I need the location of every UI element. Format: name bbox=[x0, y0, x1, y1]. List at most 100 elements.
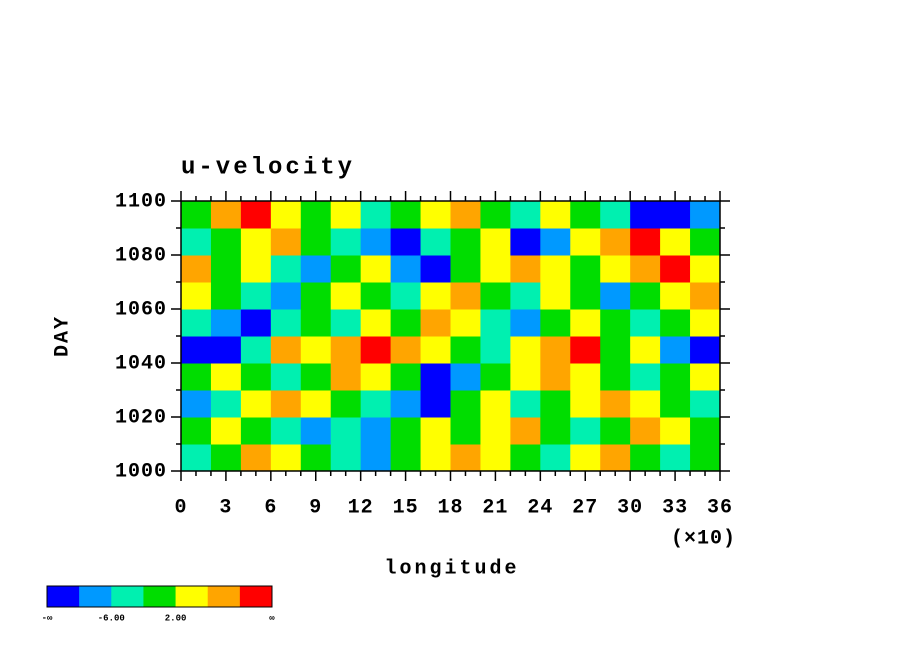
cell bbox=[240, 417, 272, 445]
cell bbox=[630, 336, 661, 364]
cell bbox=[270, 228, 302, 256]
colorbar-swatch bbox=[79, 586, 112, 607]
cell bbox=[570, 336, 601, 364]
cell bbox=[480, 309, 511, 337]
cell bbox=[570, 309, 601, 337]
cell bbox=[630, 363, 661, 391]
cell bbox=[390, 444, 422, 472]
cell bbox=[181, 201, 212, 229]
cell bbox=[270, 444, 302, 472]
cell bbox=[540, 255, 571, 283]
cell bbox=[510, 417, 541, 445]
cell bbox=[570, 228, 601, 256]
cell bbox=[360, 255, 392, 283]
cell bbox=[510, 201, 541, 229]
colorbar-label: -6.00 bbox=[98, 613, 125, 623]
cell bbox=[240, 255, 272, 283]
cell bbox=[450, 309, 481, 337]
cell bbox=[540, 444, 571, 472]
cell bbox=[420, 417, 451, 445]
cell bbox=[240, 363, 272, 391]
x-tick-label: 18 bbox=[437, 496, 463, 519]
cell bbox=[270, 282, 302, 310]
cell bbox=[181, 363, 212, 391]
cell bbox=[600, 201, 631, 229]
cell bbox=[360, 309, 392, 337]
cell bbox=[240, 336, 272, 364]
x-tick-label: 0 bbox=[174, 496, 187, 519]
x-tick-label: 15 bbox=[393, 496, 419, 519]
cell bbox=[690, 417, 721, 445]
cell bbox=[210, 417, 242, 445]
cell bbox=[480, 282, 511, 310]
cell bbox=[420, 282, 451, 310]
cell bbox=[510, 390, 541, 418]
x-axis-label: longitude bbox=[384, 557, 519, 580]
cell bbox=[570, 417, 601, 445]
cell bbox=[600, 309, 631, 337]
cell bbox=[330, 255, 362, 283]
cell bbox=[660, 417, 691, 445]
cell bbox=[480, 336, 511, 364]
colorbar-swatch bbox=[47, 586, 80, 607]
cell bbox=[630, 282, 661, 310]
cell bbox=[360, 228, 392, 256]
cell bbox=[270, 417, 302, 445]
x-tick-label: 30 bbox=[617, 496, 643, 519]
cell bbox=[600, 390, 631, 418]
cell bbox=[390, 255, 422, 283]
cell bbox=[510, 444, 541, 472]
cell bbox=[540, 282, 571, 310]
cell bbox=[480, 444, 511, 472]
cell bbox=[181, 282, 212, 310]
cell bbox=[480, 363, 511, 391]
cell bbox=[420, 201, 451, 229]
cell bbox=[480, 201, 511, 229]
cell bbox=[450, 444, 481, 472]
cell bbox=[270, 201, 302, 229]
x-tick-label: 6 bbox=[264, 496, 277, 519]
cell bbox=[660, 228, 691, 256]
cell bbox=[270, 363, 302, 391]
cell bbox=[300, 390, 332, 418]
cell bbox=[690, 390, 721, 418]
cell bbox=[540, 336, 571, 364]
cell bbox=[240, 444, 272, 472]
cell bbox=[630, 417, 661, 445]
cell bbox=[390, 417, 422, 445]
cell bbox=[210, 444, 242, 472]
cell bbox=[360, 390, 392, 418]
cell bbox=[240, 228, 272, 256]
cell bbox=[390, 309, 422, 337]
cell bbox=[630, 228, 661, 256]
x-multiplier: (×10) bbox=[671, 527, 736, 550]
cell bbox=[600, 255, 631, 283]
cell bbox=[181, 390, 212, 418]
cell bbox=[690, 363, 721, 391]
cell bbox=[420, 444, 451, 472]
colorbar-swatch bbox=[239, 586, 273, 607]
cell bbox=[690, 255, 721, 283]
cell bbox=[480, 228, 511, 256]
x-tick-label: 33 bbox=[662, 496, 688, 519]
cell bbox=[390, 336, 422, 364]
cell bbox=[600, 417, 631, 445]
cell bbox=[360, 201, 392, 229]
cell bbox=[210, 363, 242, 391]
y-tick-label: 1100 bbox=[115, 190, 167, 213]
cell bbox=[210, 309, 242, 337]
colorbar-swatch bbox=[175, 586, 209, 607]
cell bbox=[660, 282, 691, 310]
cell bbox=[360, 282, 392, 310]
cell bbox=[690, 336, 721, 364]
cell bbox=[660, 390, 691, 418]
cell bbox=[300, 444, 332, 472]
cell bbox=[630, 309, 661, 337]
cell bbox=[210, 255, 242, 283]
y-tick-label: 1020 bbox=[115, 406, 167, 429]
cell bbox=[181, 228, 212, 256]
cell bbox=[660, 444, 691, 472]
cell bbox=[510, 336, 541, 364]
cell bbox=[300, 336, 332, 364]
